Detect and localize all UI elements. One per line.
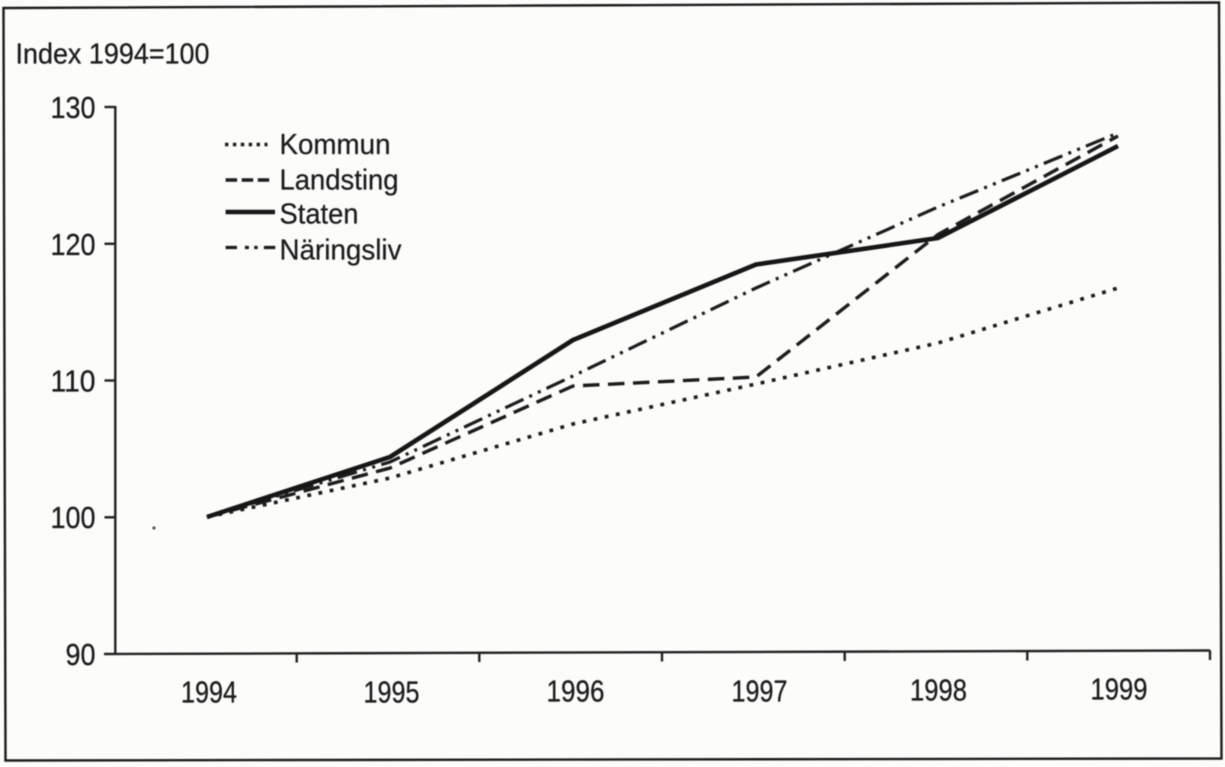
svg-text:100: 100 (51, 501, 96, 535)
svg-text:Staten: Staten (280, 199, 359, 231)
svg-text:1995: 1995 (364, 676, 420, 710)
svg-text:Näringsliv: Näringsliv (280, 235, 402, 267)
svg-text:1994: 1994 (181, 676, 237, 710)
svg-text:110: 110 (51, 365, 96, 399)
svg-text:Landsting: Landsting (280, 165, 399, 197)
svg-text:Index 1994=100: Index 1994=100 (16, 39, 210, 71)
svg-text:1998: 1998 (910, 674, 967, 708)
svg-text:130: 130 (51, 91, 96, 125)
svg-text:1997: 1997 (732, 675, 788, 709)
svg-text:120: 120 (51, 228, 96, 262)
svg-text:Kommun: Kommun (280, 129, 391, 161)
svg-text:1996: 1996 (547, 675, 605, 709)
svg-text:90: 90 (66, 638, 96, 672)
svg-text:1999: 1999 (1091, 673, 1148, 707)
